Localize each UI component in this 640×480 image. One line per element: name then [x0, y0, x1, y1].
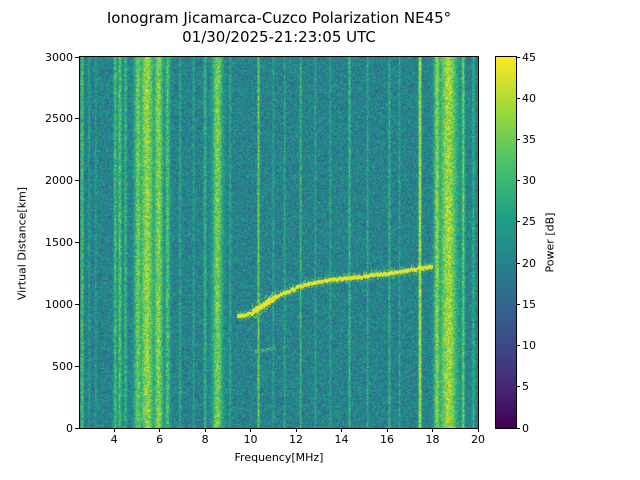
- x-tick: [204, 428, 206, 432]
- colorbar-tick-label: 10: [522, 339, 536, 353]
- colorbar-tick: [516, 180, 520, 182]
- x-tick: [159, 428, 161, 432]
- chart-title: Ionogram Jicamarca-Cuzco Polarization NE…: [80, 9, 478, 47]
- x-tick: [341, 428, 343, 432]
- x-tick-label: 14: [334, 433, 349, 446]
- x-tick: [386, 428, 388, 432]
- colorbar-tick: [516, 56, 520, 58]
- colorbar-tick-label: 25: [522, 215, 536, 229]
- colorbar-tick: [516, 138, 520, 140]
- x-tick: [477, 428, 479, 432]
- y-tick-label: 2500: [45, 112, 73, 126]
- y-tick: [75, 365, 79, 367]
- plot-area: [79, 56, 479, 429]
- colorbar-tick: [516, 427, 520, 429]
- colorbar-tick: [516, 221, 520, 223]
- x-tick: [250, 428, 252, 432]
- heatmap-canvas: [80, 57, 478, 428]
- x-tick-label: 16: [380, 433, 395, 446]
- x-tick-label: 6: [156, 433, 164, 446]
- colorbar-tick-label: 20: [522, 256, 536, 270]
- x-tick-label: 12: [289, 433, 304, 446]
- colorbar-tick-label: 35: [522, 132, 536, 146]
- y-tick-label: 1000: [45, 297, 73, 311]
- y-tick-label: 1500: [45, 236, 73, 249]
- colorbar-tick-label: 5: [522, 380, 529, 394]
- colorbar-label: Power [dB]: [543, 212, 557, 273]
- colorbar-tick: [516, 303, 520, 305]
- colorbar-tick: [516, 386, 520, 388]
- chart-title-line1: Ionogram Jicamarca-Cuzco Polarization NE…: [106, 9, 452, 27]
- colorbar-tick-label: 30: [522, 174, 536, 188]
- chart-title-line2: 01/30/2025-21:23:05 UTC: [182, 28, 376, 46]
- x-tick-label: 8: [201, 433, 209, 446]
- x-tick-label: 18: [425, 433, 440, 446]
- colorbar-tick-label: 15: [522, 297, 536, 311]
- y-tick: [75, 56, 79, 58]
- colorbar-tick: [516, 97, 520, 99]
- x-tick-label: 10: [243, 433, 258, 446]
- y-tick-label: 500: [52, 359, 73, 373]
- y-tick: [75, 303, 79, 305]
- colorbar-tick-label: 0: [522, 421, 529, 435]
- y-axis-label: Virtual Distance[km]: [15, 186, 29, 301]
- y-tick: [75, 180, 79, 182]
- x-tick: [432, 428, 433, 432]
- x-tick-label: 20: [471, 433, 485, 446]
- colorbar-tick: [516, 262, 520, 264]
- x-tick: [295, 428, 297, 432]
- colorbar-tick: [516, 345, 520, 347]
- x-tick-label: 4: [110, 433, 118, 446]
- y-tick: [75, 427, 79, 429]
- y-tick: [75, 118, 79, 120]
- x-axis-label: Frequency[MHz]: [234, 451, 324, 464]
- y-tick-label: 2000: [45, 174, 73, 188]
- y-tick-label: 0: [66, 421, 73, 435]
- x-tick: [113, 428, 115, 432]
- y-tick: [75, 242, 79, 243]
- colorbar-canvas: [496, 57, 516, 428]
- colorbar: [495, 56, 517, 429]
- colorbar-tick-label: 40: [522, 91, 536, 105]
- y-tick-label: 3000: [45, 50, 73, 64]
- colorbar-tick-label: 45: [522, 50, 536, 64]
